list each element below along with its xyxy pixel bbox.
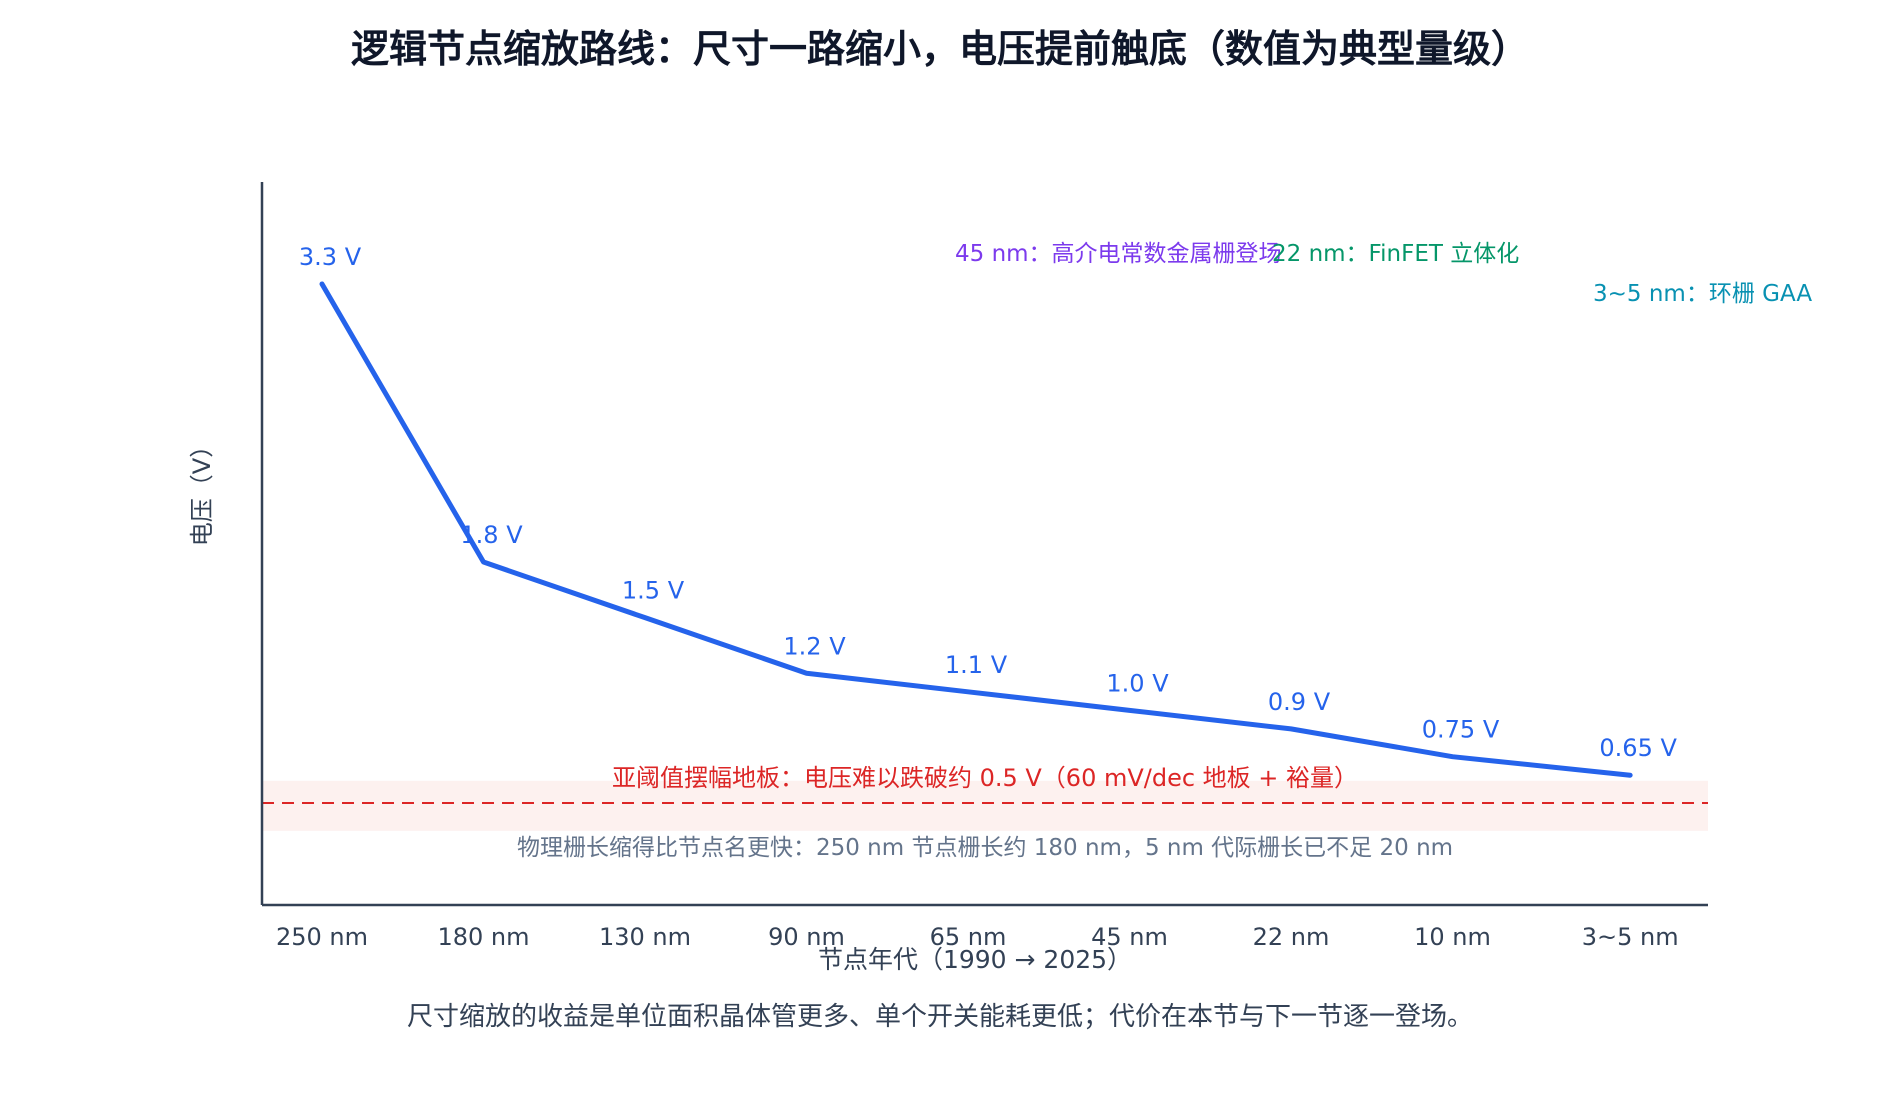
data-label: 1.8 V <box>460 521 523 549</box>
annotation-finfet: 22 nm：FinFET 立体化 <box>1272 241 1519 267</box>
data-label: 3.3 V <box>299 243 362 271</box>
caption: 尺寸缩放的收益是单位面积晶体管更多、单个开关能耗更低；代价在本节与下一节逐一登场… <box>407 1002 1473 1032</box>
data-label: 1.0 V <box>1106 669 1169 697</box>
x-tick-label: 130 nm <box>599 923 691 951</box>
annotation-gaa: 3~5 nm：环栅 GAA <box>1593 281 1812 307</box>
plot-marks: 250 nm 180 nm 130 nm 90 nm 65 nm 45 nm 22 nm 10… <box>276 243 1679 951</box>
floor-band <box>262 780 1708 831</box>
x-axis-label: 节点年代（1990 → 2025） <box>818 945 1132 974</box>
voltage-line <box>319 281 1633 778</box>
data-label: 1.2 V <box>783 632 846 660</box>
x-tick-label: 90 nm <box>768 923 845 951</box>
data-label: 1.1 V <box>945 651 1008 679</box>
x-tick-label: 180 nm <box>437 923 529 951</box>
x-tick-label: 3~5 nm <box>1582 923 1679 951</box>
x-tick-label: 65 nm <box>930 923 1007 951</box>
x-tick-label: 22 nm <box>1253 923 1330 951</box>
data-label: 0.9 V <box>1268 688 1331 716</box>
chart-title: 逻辑节点缩放路线：尺寸一路缩小，电压提前触底（数值为典型量级） <box>351 27 1529 71</box>
annotation-hkmg: 45 nm：高介电常数金属栅登场 <box>955 241 1282 267</box>
x-tick-label: 45 nm <box>1091 923 1168 951</box>
y-axis-label: 电压（V） <box>188 434 216 546</box>
x-tick-label: 10 nm <box>1414 923 1491 951</box>
gate-length-note: 物理栅长缩得比节点名更快：250 nm 节点栅长约 180 nm，5 nm 代际… <box>517 835 1453 861</box>
x-tick-label: 250 nm <box>276 923 368 951</box>
data-label: 1.5 V <box>622 577 685 605</box>
data-label: 0.65 V <box>1599 734 1677 762</box>
data-label: 0.75 V <box>1422 716 1500 744</box>
floor-label: 亚阈值摆幅地板：电压难以跌破约 0.5 V（60 mV/dec 地板 + 裕量） <box>612 764 1358 792</box>
